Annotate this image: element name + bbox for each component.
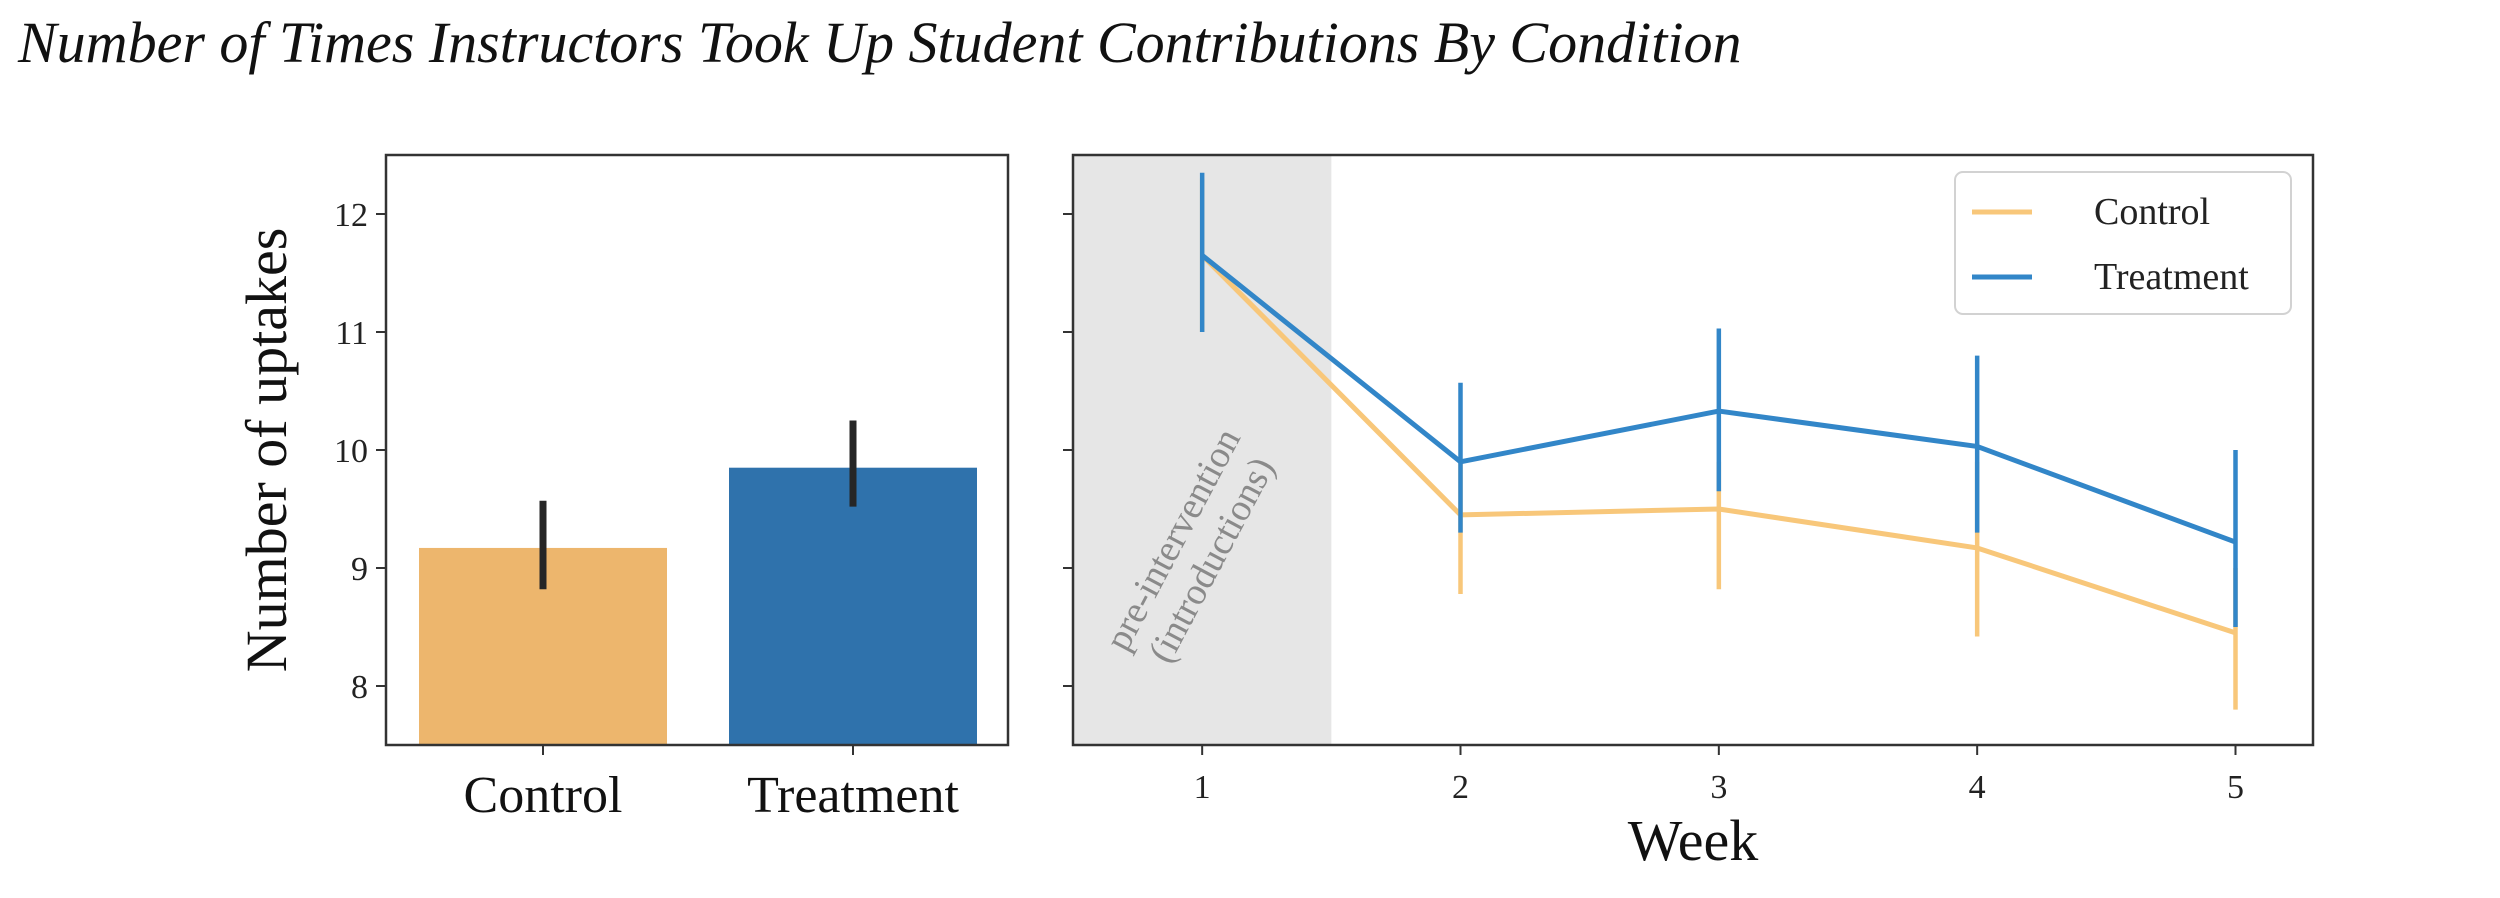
legend: Control Treatment xyxy=(1954,171,2292,315)
legend-label-treatment: Treatment xyxy=(2094,256,2249,298)
x-tick-label: Control xyxy=(464,767,623,824)
legend-box xyxy=(1954,171,2292,315)
x-tick-label: 2 xyxy=(1452,769,1469,806)
plot-frame xyxy=(384,153,1010,747)
y-tick-label: 8 xyxy=(351,669,368,706)
y-tick-label: 12 xyxy=(334,197,368,234)
figure-title: Number of Times Instructors Took Up Stud… xyxy=(17,10,1741,75)
x-tick-label: 4 xyxy=(1969,769,1986,806)
legend-label-control: Control xyxy=(2094,191,2210,233)
plot-frame xyxy=(1071,153,2315,747)
x-tick-label: Treatment xyxy=(747,767,959,824)
control-series-line xyxy=(1200,253,2237,636)
y-axis-label: Number of uptakes xyxy=(234,228,299,673)
y-tick-label: 10 xyxy=(334,433,368,470)
x-tick-label: 1 xyxy=(1194,769,1211,806)
bar-chart-panel: Number of uptakes 8 9 10 11 12 Control Treatme… xyxy=(234,153,1010,824)
y-tick-label: 9 xyxy=(351,551,368,588)
line-chart-panel: Week pre-intervention(introductions)1 2 3 4… xyxy=(1063,153,2315,873)
x-tick-label: 3 xyxy=(1710,769,1727,806)
x-tick-label: 5 xyxy=(2227,769,2244,806)
bar-treatment xyxy=(729,467,977,745)
y-tick-label: 11 xyxy=(335,315,368,352)
x-axis-label: Week xyxy=(1628,808,1759,873)
treatment-series-line xyxy=(1200,253,2237,545)
